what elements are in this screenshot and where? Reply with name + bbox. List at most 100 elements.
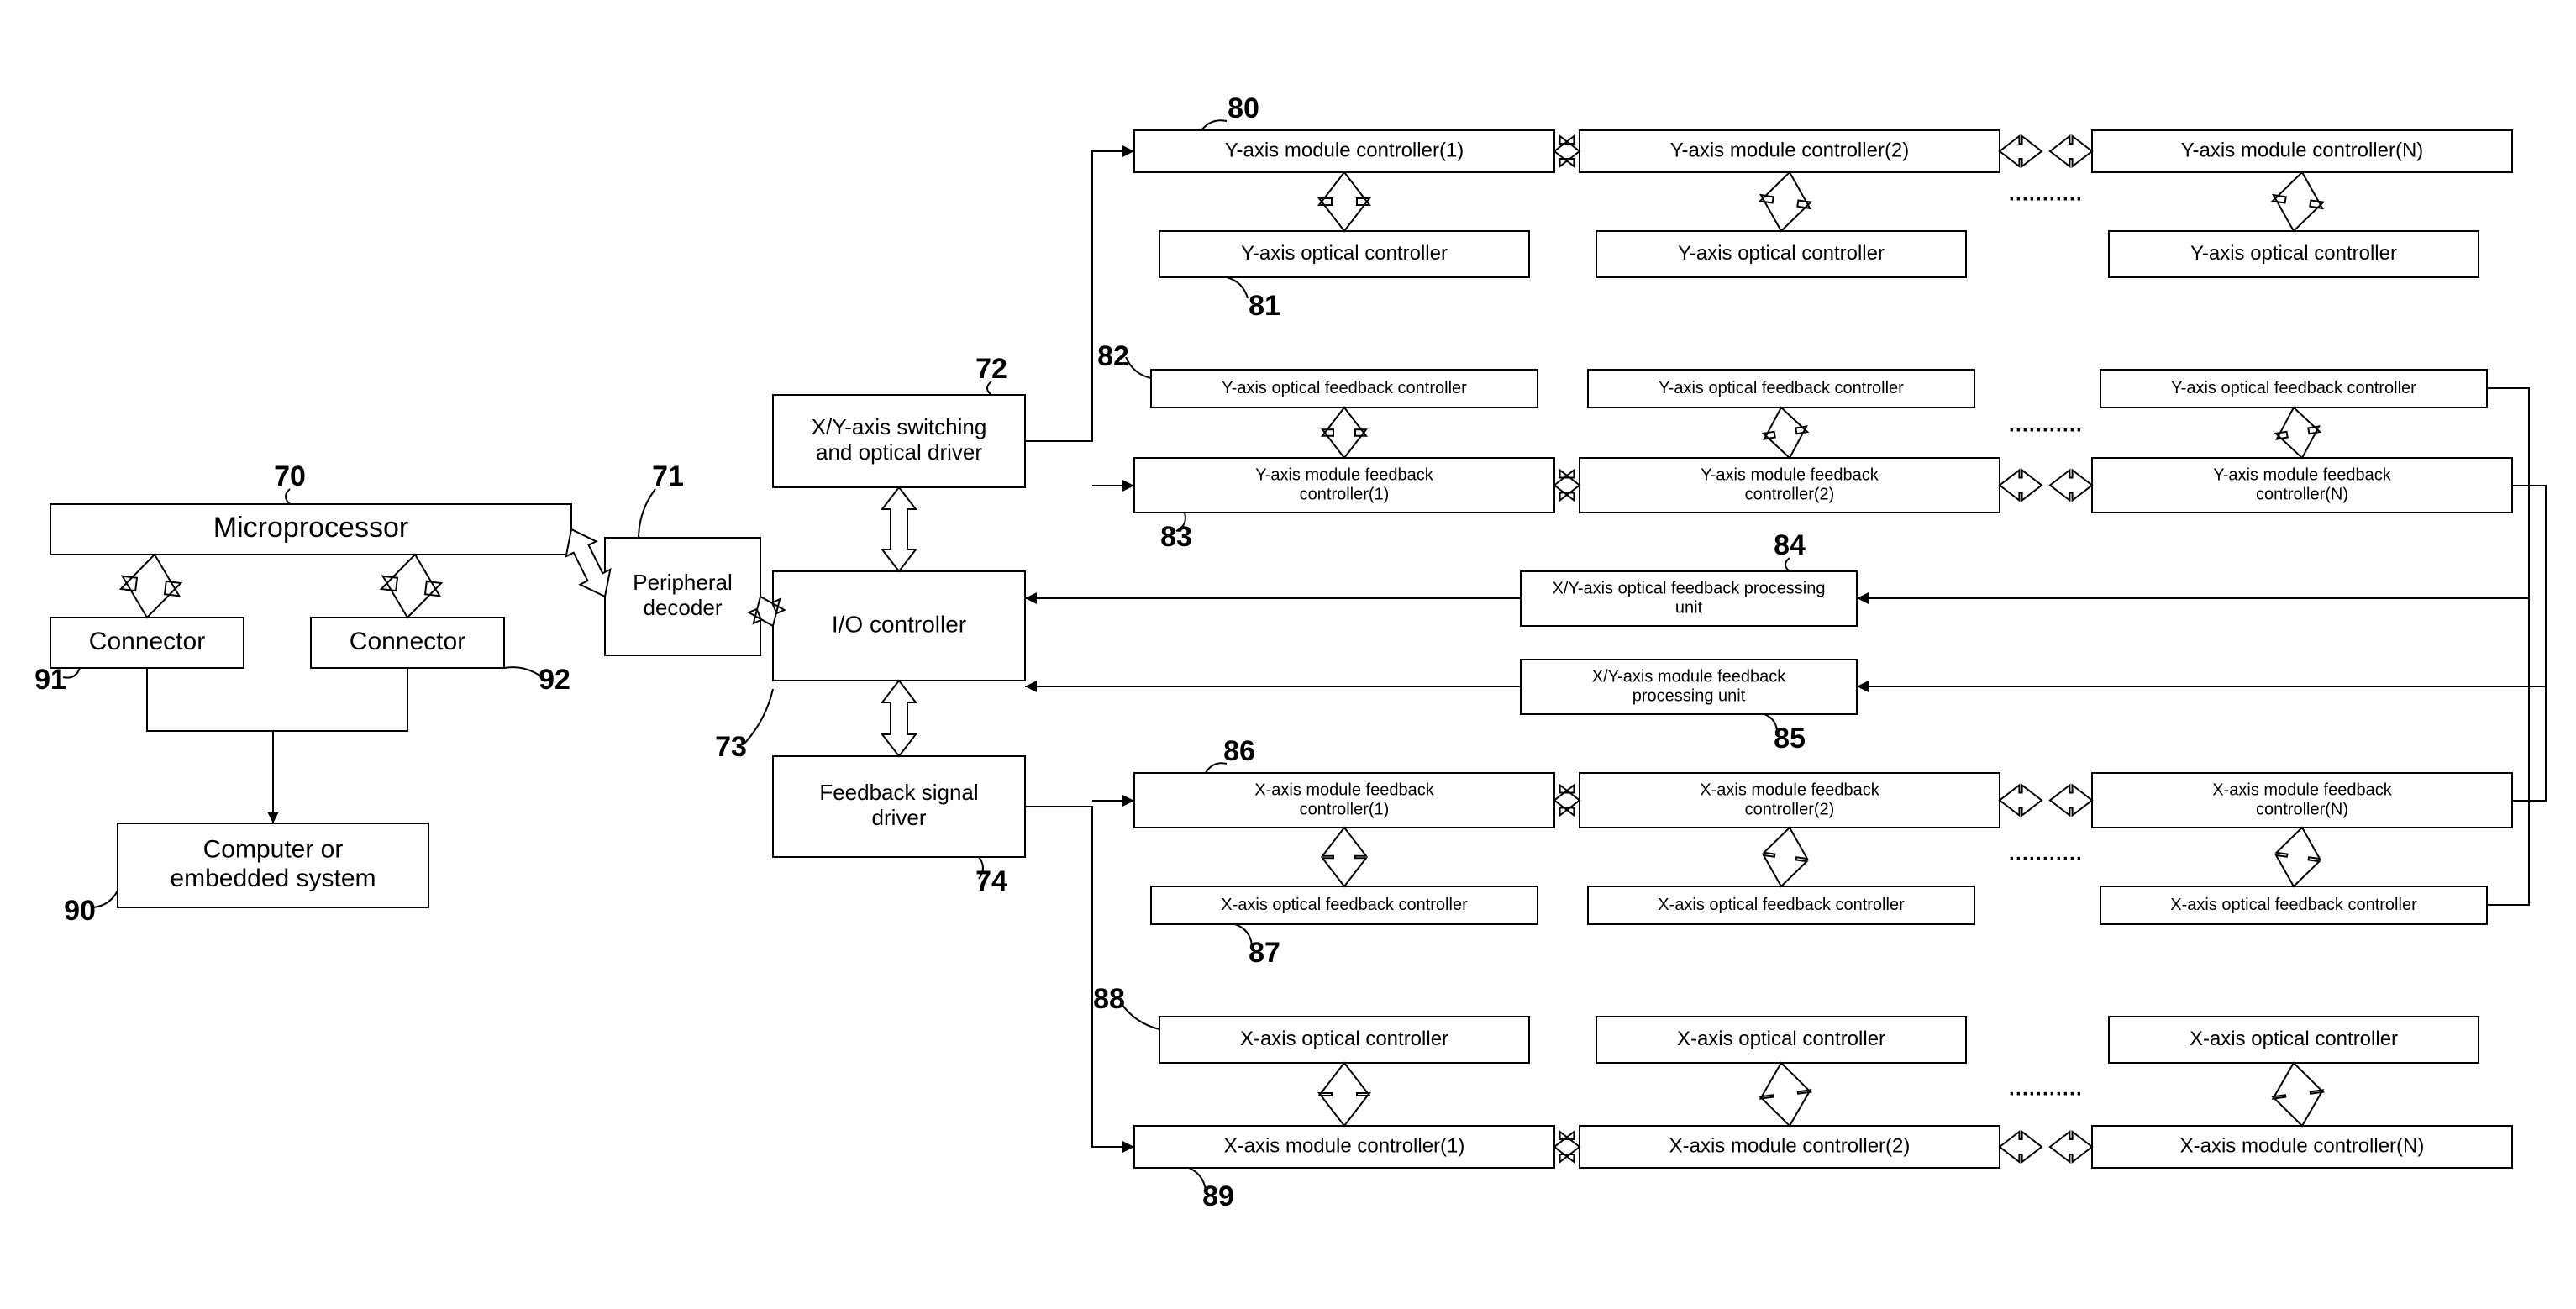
node-n81n: Y-axis optical controller — [2109, 231, 2479, 277]
bi-arrow — [1760, 1063, 1811, 1126]
edge — [273, 668, 407, 731]
bi-arrow — [2000, 786, 2042, 816]
node-connector1: Connector — [50, 618, 244, 668]
ref-lead — [92, 891, 118, 907]
node-fbdriver: Feedback signaldriver — [773, 756, 1025, 857]
node-n89b-label: X-axis module controller(2) — [1669, 1134, 1911, 1157]
edge — [1025, 807, 1134, 1147]
bi-arrow — [1554, 136, 1580, 166]
edge — [1025, 151, 1134, 441]
node-n82n-label: Y-axis optical feedback controller — [2171, 379, 2416, 397]
node-ioctrl: I/O controller — [773, 571, 1025, 681]
node-switch-label: and optical driver — [816, 439, 982, 465]
ref-92: 92 — [539, 664, 570, 696]
node-n86a: X-axis module feedbackcontroller(1) — [1134, 773, 1554, 828]
ref-86: 86 — [1223, 735, 1255, 767]
ref-lead — [1227, 277, 1248, 298]
bi-arrow — [2050, 1132, 2092, 1162]
node-switch-label: X/Y-axis switching — [812, 414, 987, 439]
ref-90: 90 — [64, 895, 96, 927]
node-n82a: Y-axis optical feedback controller — [1151, 370, 1538, 407]
ref-87: 87 — [1249, 937, 1280, 969]
node-n82a-label: Y-axis optical feedback controller — [1222, 379, 1467, 397]
bi-arrow — [1322, 407, 1366, 458]
node-n85-label: X/Y-axis module feedback — [1592, 667, 1787, 686]
node-n84: X/Y-axis optical feedback processingunit — [1521, 571, 1857, 626]
bi-arrow — [882, 681, 916, 756]
bi-arrow — [1319, 172, 1369, 231]
node-periph-label: Peripheral — [633, 570, 733, 595]
edge — [147, 668, 273, 823]
node-n84-label: X/Y-axis optical feedback processing — [1553, 579, 1826, 597]
node-n84-label: unit — [1675, 598, 1703, 617]
bi-arrow — [121, 555, 181, 618]
ref-85: 85 — [1774, 723, 1806, 754]
node-n80a-label: Y-axis module controller(1) — [1225, 139, 1464, 161]
bi-arrow — [1322, 828, 1366, 886]
bi-arrow — [1764, 407, 1807, 458]
ref-89: 89 — [1202, 1180, 1234, 1212]
node-n83a-label: controller(1) — [1300, 485, 1390, 503]
ellipsis: ··········· — [2009, 1083, 2083, 1106]
bi-arrow — [2273, 1063, 2323, 1126]
node-n89a: X-axis module controller(1) — [1134, 1126, 1554, 1168]
bi-arrow — [1760, 172, 1811, 231]
bi-arrow — [1319, 1063, 1369, 1126]
ref-91: 91 — [34, 664, 66, 696]
ref-70: 70 — [274, 460, 306, 492]
node-n83b: Y-axis module feedbackcontroller(2) — [1580, 458, 2000, 513]
node-n88n: X-axis optical controller — [2109, 1017, 2479, 1063]
bi-arrow — [1554, 1132, 1580, 1162]
node-n81b: Y-axis optical controller — [1596, 231, 1966, 277]
node-n82b: Y-axis optical feedback controller — [1588, 370, 1974, 407]
node-n83b-label: Y-axis module feedback — [1701, 465, 1879, 484]
node-n85-label: processing unit — [1632, 686, 1746, 705]
node-periph: Peripheraldecoder — [605, 538, 760, 655]
bi-arrow — [1764, 828, 1807, 886]
edge — [1857, 486, 2546, 686]
ref-lead — [1126, 357, 1151, 378]
bi-arrow — [2273, 172, 2323, 231]
node-n88b-label: X-axis optical controller — [1677, 1028, 1885, 1050]
node-n86b: X-axis module feedbackcontroller(2) — [1580, 773, 2000, 828]
bi-arrow — [1554, 786, 1580, 816]
ref-74: 74 — [975, 865, 1007, 897]
node-n82n: Y-axis optical feedback controller — [2100, 370, 2487, 407]
node-n86b-label: X-axis module feedback — [1700, 781, 1879, 799]
node-computer-label: embedded system — [170, 865, 376, 892]
node-n87b: X-axis optical feedback controller — [1588, 886, 1974, 924]
bi-arrow — [2000, 471, 2042, 501]
node-n82b-label: Y-axis optical feedback controller — [1659, 379, 1904, 397]
ref-80: 80 — [1228, 92, 1259, 124]
node-n87n-label: X-axis optical feedback controller — [2170, 896, 2417, 914]
node-n86n-label: X-axis module feedback — [2212, 781, 2392, 799]
node-n80n: Y-axis module controller(N) — [2092, 130, 2512, 172]
node-n80b-label: Y-axis module controller(2) — [1670, 139, 1910, 161]
bi-arrow — [2000, 136, 2042, 166]
ref-lead — [1122, 1004, 1159, 1029]
bi-arrow — [2050, 471, 2092, 501]
ref-81: 81 — [1249, 290, 1280, 322]
node-n81a: Y-axis optical controller — [1159, 231, 1529, 277]
node-n87a: X-axis optical feedback controller — [1151, 886, 1538, 924]
node-microprocessor-label: Microprocessor — [213, 512, 408, 544]
node-n87b-label: X-axis optical feedback controller — [1658, 896, 1905, 914]
node-n88a: X-axis optical controller — [1159, 1017, 1529, 1063]
node-n88n-label: X-axis optical controller — [2190, 1028, 2398, 1050]
ref-lead — [504, 667, 542, 677]
node-n80a: Y-axis module controller(1) — [1134, 130, 1554, 172]
node-periph-label: decoder — [644, 595, 723, 620]
node-n86n: X-axis module feedbackcontroller(N) — [2092, 773, 2512, 828]
ref-lead — [1201, 120, 1227, 130]
diagram-svg: MicroprocessorConnectorConnectorComputer… — [0, 0, 2576, 1309]
node-n89n: X-axis module controller(N) — [2092, 1126, 2512, 1168]
node-n83n: Y-axis module feedbackcontroller(N) — [2092, 458, 2512, 513]
ref-88: 88 — [1093, 983, 1125, 1015]
node-n87a-label: X-axis optical feedback controller — [1221, 896, 1468, 914]
bi-arrow — [882, 487, 916, 571]
ref-73: 73 — [715, 731, 747, 763]
node-n86n-label: controller(N) — [2256, 800, 2348, 818]
bi-arrow — [2276, 828, 2320, 886]
node-n81b-label: Y-axis optical controller — [1678, 242, 1885, 265]
ref-71: 71 — [652, 460, 684, 492]
